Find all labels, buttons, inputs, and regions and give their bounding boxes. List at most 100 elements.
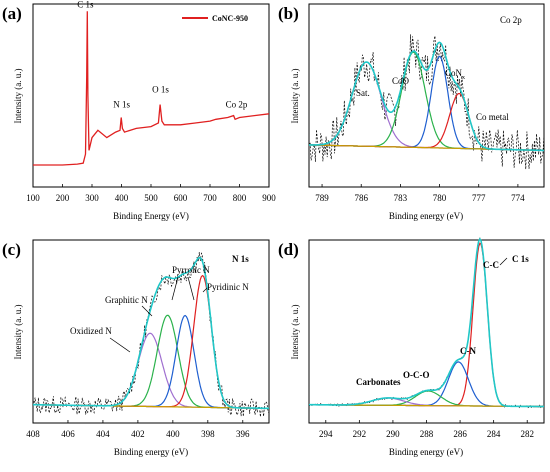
peak-annotations-a: C 1s N 1s O 1s Co 2p	[77, 0, 248, 110]
panel-a: (a) Intensity (a. u.) Binding Energy (eV…	[2, 0, 276, 221]
annotation-co-metal: Co metal	[476, 112, 509, 122]
panel-label-c: (c)	[2, 240, 21, 259]
x-tick-label: 282	[520, 429, 534, 439]
x-tick-label: 700	[203, 193, 217, 203]
arrow-oxidized	[109, 337, 131, 353]
fit-curves-d	[308, 237, 545, 409]
x-tick-label: 408	[26, 429, 40, 439]
fit-curves-b	[308, 34, 545, 170]
annotation-graphitic: Graphitic N	[105, 295, 148, 305]
y-axis-label-c: Intensity (a. u.)	[13, 305, 23, 360]
x-axis-label-c: Binding energy (eV)	[114, 447, 188, 457]
x-tick-label: 300	[85, 193, 99, 203]
x-tick-label: 288	[420, 429, 434, 439]
panel-label-b: (b)	[278, 4, 299, 23]
arrow-pyrrolic-1	[171, 276, 179, 301]
fit-peak-line	[33, 332, 270, 409]
panel-label-a: (a)	[2, 4, 22, 23]
y-axis-label-d: Intensity (a. u.)	[290, 305, 300, 360]
legend-label-conc950: CoNC-950	[212, 14, 248, 23]
annotation-cn: C-N	[460, 346, 476, 356]
arrow-pyridinic	[202, 287, 208, 293]
x-tick-label: 396	[236, 429, 250, 439]
envelope-line	[33, 256, 270, 410]
arrow-graphitic	[141, 305, 153, 317]
line-conc950	[33, 11, 270, 166]
title-c: N 1s	[232, 254, 249, 264]
x-tick-label: 290	[386, 429, 400, 439]
raw-data-line	[308, 237, 545, 409]
annotation-oco: O-C-O	[403, 370, 430, 380]
x-tick-label: 292	[353, 429, 367, 439]
annotation-carbonates: Carbonates	[356, 377, 401, 387]
x-tick-label: 777	[472, 193, 486, 203]
x-tick-label: 500	[144, 193, 158, 203]
x-tick-label: 286	[453, 429, 467, 439]
peak-label: O 1s	[152, 85, 169, 95]
x-tick-label: 294	[319, 429, 333, 439]
x-tick-label: 200	[56, 193, 70, 203]
x-ticks-a: 100 200 300 400 500 600 700 800 900	[26, 184, 276, 203]
x-ticks-d: 294 292 290 288 286 284 282	[319, 420, 534, 439]
y-axis-label-a: Intensity (a. u.)	[13, 69, 23, 124]
annotation-conx-sub: x	[462, 75, 465, 81]
annotation-pyrrolic: Pyrrolic N	[172, 265, 210, 275]
raw-data-line	[32, 251, 270, 417]
annotation-coo: CoO	[392, 76, 410, 86]
legend-a: CoNC-950	[182, 14, 248, 23]
x-ticks-b: 789 786 783 780 777 774	[315, 184, 525, 203]
annotation-oxidized: Oxidized N	[70, 326, 112, 336]
title-d: C 1s	[512, 254, 529, 264]
arrow-cc	[499, 257, 508, 266]
fit-curves-c	[32, 251, 270, 417]
plot-frame-c	[32, 239, 270, 424]
panel-d: (d) Intensity (a. u.) Binding energy (eV…	[278, 237, 545, 457]
x-tick-label: 400	[166, 429, 180, 439]
fit-peak-line	[33, 274, 270, 409]
x-tick-label: 786	[354, 193, 368, 203]
title-b: Co 2p	[500, 15, 522, 25]
x-tick-label: 400	[115, 193, 129, 203]
annotation-cc: C-C	[483, 260, 499, 270]
x-axis-label-b: Binding energy (eV)	[389, 211, 463, 221]
x-tick-label: 789	[315, 193, 329, 203]
annotations-b: Sat. CoO CoNx Co metal	[356, 68, 509, 122]
plot-frame-b	[308, 3, 545, 188]
x-tick-label: 780	[433, 193, 447, 203]
fit-peak-line	[309, 242, 544, 408]
x-tick-label: 900	[262, 193, 276, 203]
annotation-sat: Sat.	[356, 88, 370, 98]
x-tick-label: 398	[201, 429, 215, 439]
panel-b: (b) Intensity (a. u.) Binding energy (eV…	[278, 3, 545, 221]
annotations-c: Pyrrolic N Graphitic N Pyridinic N Oxidi…	[70, 265, 249, 353]
x-tick-label: 402	[131, 429, 145, 439]
peak-label: N 1s	[113, 99, 130, 109]
annotation-conx-main: CoN	[445, 68, 463, 78]
panel-c: (c) Intensity (a. u.) Binding energy (eV…	[2, 239, 270, 457]
panel-label-d: (d)	[278, 240, 299, 259]
peak-label: Co 2p	[226, 100, 248, 110]
fit-peak-line	[309, 361, 544, 408]
raw-data-line	[308, 34, 545, 170]
fit-peak-line	[33, 314, 270, 409]
envelope-line	[309, 41, 544, 152]
series-conc950	[33, 11, 270, 166]
x-tick-label: 600	[174, 193, 188, 203]
peak-label: C 1s	[77, 0, 94, 9]
annotations-d: C-C C-N O-C-O Carbonates	[356, 257, 508, 387]
x-tick-label: 800	[233, 193, 247, 203]
fit-peak-line	[33, 314, 270, 409]
annotation-conx: CoNx	[445, 68, 465, 81]
plot-frame-a	[32, 3, 270, 188]
x-axis-label-d: Binding energy (eV)	[389, 447, 463, 457]
x-axis-label-a: Binding Energy (eV)	[113, 211, 189, 221]
x-ticks-c: 408 406 404 402 400 398 396	[26, 420, 250, 439]
annotation-pyridinic: Pyridinic N	[207, 282, 249, 292]
x-tick-label: 406	[61, 429, 75, 439]
x-tick-label: 774	[511, 193, 525, 203]
y-axis-label-b: Intensity (a. u.)	[290, 69, 300, 124]
x-tick-label: 783	[394, 193, 408, 203]
arrow-pyrrolic-2	[187, 276, 195, 301]
x-tick-label: 404	[96, 429, 110, 439]
